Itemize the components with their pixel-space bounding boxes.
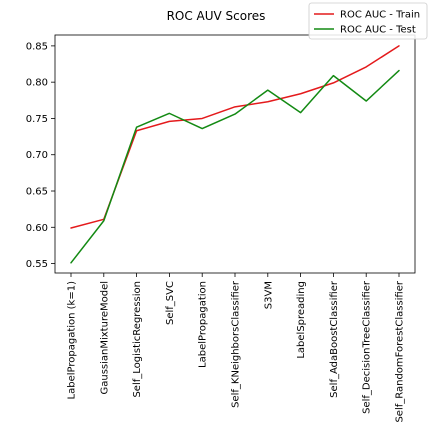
data-point xyxy=(70,262,72,264)
data-point xyxy=(169,112,171,114)
data-point xyxy=(136,126,138,128)
x-tick-label: Self_RandomForestClassifier xyxy=(395,280,406,422)
x-tick-label: LabelPropagation xyxy=(198,281,209,368)
legend-label: ROC AUC - Train xyxy=(340,10,420,21)
data-point xyxy=(267,89,269,91)
x-tick-label: LabelSpreading xyxy=(296,281,307,359)
y-tick-label: 0.55 xyxy=(26,259,48,270)
plot-frame xyxy=(54,34,416,274)
y-tick-label: 0.60 xyxy=(26,223,48,234)
series-line-train xyxy=(70,45,400,229)
data-point xyxy=(201,118,203,120)
data-point xyxy=(267,101,269,103)
y-tick-label: 0.75 xyxy=(26,114,48,125)
x-tick-label: Self_SVC xyxy=(165,281,176,325)
y-tick-label: 0.80 xyxy=(26,78,48,89)
data-point xyxy=(398,45,400,47)
data-point xyxy=(169,120,171,122)
x-tick-label: LabelPropagation (k=1) xyxy=(67,281,78,400)
data-point xyxy=(234,106,236,108)
data-point xyxy=(365,100,367,102)
legend-label: ROC AUC - Test xyxy=(340,25,416,36)
data-point xyxy=(103,220,105,222)
chart-title: ROC AUV Scores xyxy=(167,9,266,23)
data-point xyxy=(365,66,367,68)
data-point xyxy=(70,227,72,229)
x-tick-label: Self_LogisticRegression xyxy=(132,281,143,398)
data-point xyxy=(234,113,236,115)
data-point xyxy=(201,128,203,130)
legend-box xyxy=(308,2,428,40)
data-point xyxy=(398,70,400,72)
x-tick-label: S3VM xyxy=(263,281,274,309)
x-tick-label: Self_AdaBoostClassifier xyxy=(329,280,340,398)
y-tick-label: 0.70 xyxy=(26,150,48,161)
y-tick-label: 0.85 xyxy=(26,41,48,52)
x-tick-label: Self_DecisionTreeClassifier xyxy=(362,280,373,414)
data-point xyxy=(300,112,302,114)
data-point xyxy=(300,93,302,95)
data-point xyxy=(333,82,335,84)
x-tick-label: GaussianMixtureModel xyxy=(99,281,110,395)
series-line-test xyxy=(70,69,400,264)
x-tick-label: Self_KNeighborsClassifier xyxy=(231,280,242,408)
data-point xyxy=(333,75,335,77)
y-tick-label: 0.65 xyxy=(26,187,48,198)
